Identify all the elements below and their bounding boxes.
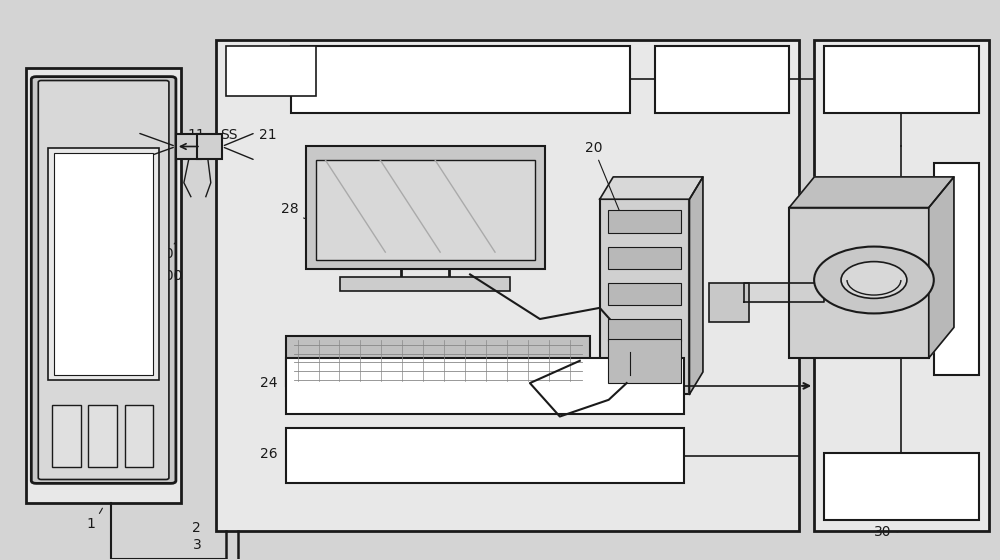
Text: 30: 30	[874, 525, 899, 539]
Bar	[286, 358, 684, 414]
Bar	[316, 160, 535, 260]
Text: 2: 2	[192, 521, 201, 535]
FancyBboxPatch shape	[31, 77, 176, 483]
Bar	[608, 211, 681, 232]
Text: 10: 10	[156, 242, 176, 261]
Text: 100: 100	[114, 269, 182, 297]
Text: 24: 24	[260, 376, 277, 390]
Text: 3: 3	[192, 538, 201, 552]
Ellipse shape	[610, 341, 650, 380]
Bar	[608, 319, 681, 341]
Polygon shape	[929, 177, 954, 358]
Polygon shape	[689, 177, 703, 394]
Bar	[226, 46, 316, 96]
Bar	[824, 452, 979, 520]
Text: 1: 1	[86, 508, 102, 531]
Bar	[286, 428, 684, 483]
Bar	[600, 199, 689, 394]
Bar	[197, 134, 222, 158]
Bar	[814, 40, 989, 531]
Bar	[125, 405, 153, 466]
Bar	[306, 146, 545, 269]
Text: 21: 21	[259, 128, 276, 142]
Bar	[709, 283, 749, 322]
Bar	[789, 208, 929, 358]
Text: 28: 28	[281, 202, 306, 219]
Bar	[176, 134, 201, 158]
Bar	[608, 246, 681, 269]
Circle shape	[814, 246, 934, 314]
Bar	[655, 46, 789, 113]
Bar	[216, 40, 799, 531]
Bar	[291, 46, 630, 113]
Bar	[52, 405, 81, 466]
Bar	[934, 163, 979, 375]
Bar	[88, 405, 117, 466]
Text: 20: 20	[585, 141, 626, 226]
Text: SS: SS	[220, 128, 238, 142]
Polygon shape	[600, 177, 703, 199]
Bar	[286, 336, 590, 386]
Bar	[340, 277, 510, 291]
Bar	[824, 46, 979, 113]
Bar	[54, 153, 153, 375]
Text: 26: 26	[260, 447, 277, 461]
Polygon shape	[789, 177, 954, 208]
Bar	[608, 283, 681, 305]
FancyBboxPatch shape	[38, 81, 169, 479]
Bar	[608, 338, 681, 383]
Bar	[48, 148, 159, 380]
Circle shape	[841, 262, 907, 298]
Bar	[26, 68, 181, 503]
Text: 11: 11	[187, 128, 205, 142]
Polygon shape	[744, 283, 824, 302]
